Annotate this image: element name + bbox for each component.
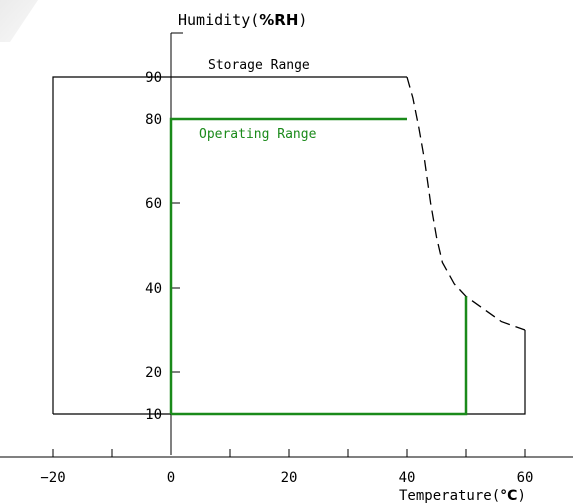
y-tick-label: 80	[145, 112, 162, 128]
x-tick-label: 0	[167, 470, 175, 486]
y-tick-labels: 10 20 40 60 80 90	[145, 70, 162, 423]
x-tick-label: 20	[281, 470, 298, 486]
operating-range-outline-closing	[171, 296, 468, 416]
x-tick-labels: −20 0 20 40 60	[40, 470, 533, 486]
x-tick-label: −20	[40, 470, 65, 486]
storage-range-boundary-dashed	[406, 76, 526, 331]
y-tick-label: 40	[145, 281, 162, 297]
x-axis-label: Temperature(°C)	[399, 488, 526, 504]
x-tick-label: 40	[399, 470, 416, 486]
storage-range-outline-closing	[53, 330, 526, 415]
storage-range-outline	[52, 76, 407, 414]
storage-range-label: Storage Range	[208, 58, 310, 73]
x-tick-marks	[52, 449, 526, 457]
range-outlines	[52, 76, 526, 416]
y-tick-label: 20	[145, 365, 162, 381]
x-tick-label: 60	[517, 470, 534, 486]
operating-range-outline	[169, 117, 407, 414]
corner-watermark	[0, 0, 38, 42]
y-tick-label: 90	[145, 70, 162, 86]
y-tick-label: 10	[145, 407, 162, 423]
operating-range-label: Operating Range	[199, 127, 317, 142]
y-axis-label: Humidity(%RH)	[178, 11, 307, 29]
y-tick-marks	[171, 118, 180, 373]
axes	[0, 32, 573, 458]
y-tick-label: 60	[145, 196, 162, 212]
